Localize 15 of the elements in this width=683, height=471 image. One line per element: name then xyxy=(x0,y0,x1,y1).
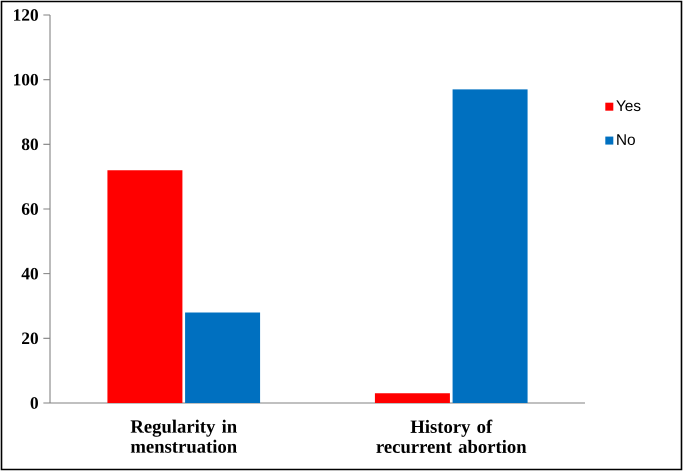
bar xyxy=(452,89,528,403)
bar xyxy=(374,393,450,403)
y-tick-label: 100 xyxy=(14,74,38,86)
y-tick-label: 0 xyxy=(30,397,38,409)
y-tick-label: 20 xyxy=(22,332,38,344)
x-tick-label: Regularity in menstruation xyxy=(130,420,237,453)
legend-label: Yes xyxy=(616,100,640,112)
bar xyxy=(107,170,182,403)
x-tick-label: History of recurrent abortion xyxy=(376,420,526,454)
bar xyxy=(185,312,260,403)
legend-label: No xyxy=(617,134,635,145)
y-tick-label: 80 xyxy=(22,138,38,150)
y-tick-label: 120 xyxy=(14,9,38,21)
y-tick-label: 40 xyxy=(22,268,38,280)
y-tick-label: 60 xyxy=(22,203,38,215)
